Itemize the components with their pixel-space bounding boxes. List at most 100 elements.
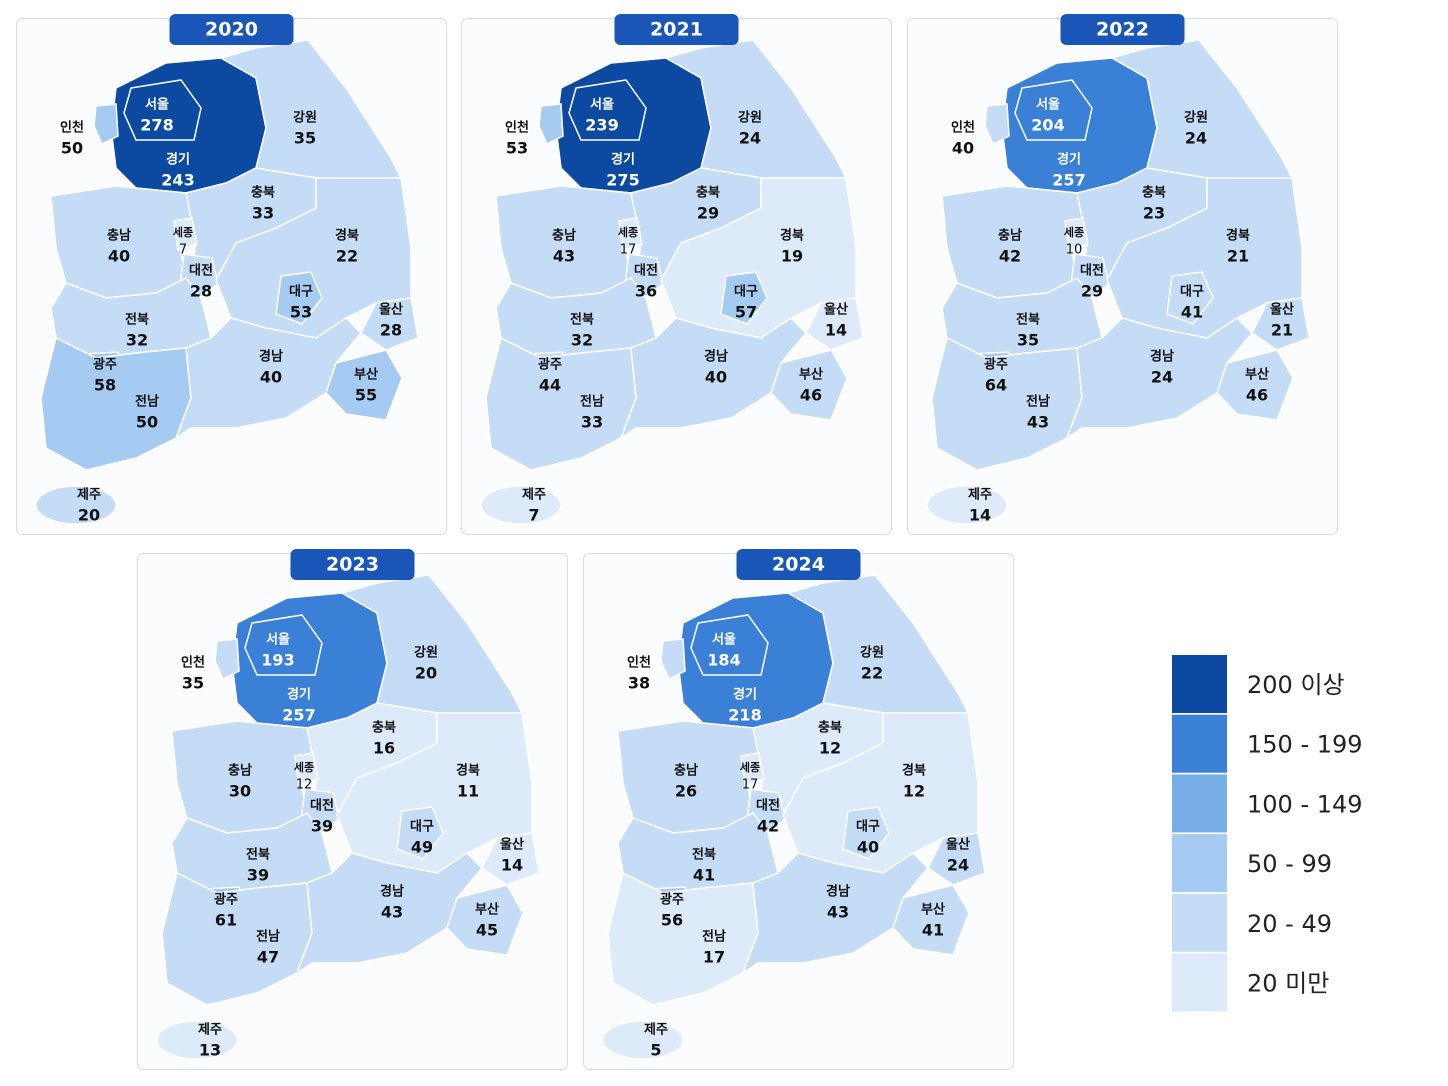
region-name: 제주 — [522, 488, 546, 503]
region-value: 41 — [693, 866, 715, 885]
region — [927, 832, 986, 886]
region-value: 33 — [252, 204, 274, 223]
map-panel: 경기 257 서울 193 인천 35 강원 20 충북 16 충남 30 세종 12 대전 39 경북 11 대구… — [137, 549, 568, 1070]
region — [805, 297, 864, 351]
year-title: 2021 — [650, 19, 703, 41]
legend: 200 이상 150 - 199 100 - 149 50 - 99 20 - 49 20… — [1172, 655, 1363, 1012]
region — [480, 485, 562, 525]
year-badge — [290, 549, 415, 580]
region-value: 46 — [1246, 386, 1268, 405]
year-title: 2022 — [1096, 19, 1149, 41]
region-value: 40 — [705, 368, 727, 387]
region — [446, 884, 524, 956]
region-value: 22 — [861, 664, 883, 683]
region-value: 26 — [675, 782, 697, 801]
region-name: 서울 — [1036, 97, 1060, 113]
region-name: 세종 — [618, 225, 638, 239]
region-value: 50 — [136, 413, 158, 432]
region-value: 49 — [411, 838, 433, 857]
region-name: 서울 — [712, 632, 736, 648]
map-panel: 경기 275 서울 239 인천 53 강원 24 충북 29 충남 43 세종 17 대전 36 경북 19 대구… — [461, 14, 892, 535]
region — [123, 79, 202, 141]
region — [660, 638, 686, 681]
region-name: 인천 — [627, 655, 651, 671]
region-name: 인천 — [181, 655, 205, 671]
region-value: 40 — [108, 247, 130, 266]
legend-swatch — [1172, 774, 1227, 833]
region-name: 대구 — [856, 820, 880, 835]
region-value: 14 — [825, 321, 847, 340]
region-name: 대전 — [756, 798, 780, 814]
region-name: 부산 — [354, 367, 378, 383]
region-name: 전남 — [1026, 394, 1050, 410]
region-name: 대구 — [734, 285, 758, 300]
region-value: 39 — [247, 866, 269, 885]
region-name: 경남 — [380, 884, 404, 900]
legend-swatch — [1172, 655, 1227, 713]
region-name: 강원 — [414, 645, 438, 661]
region-value: 53 — [290, 303, 312, 322]
region-value: 24 — [1185, 129, 1207, 148]
region-name: 광주 — [660, 893, 684, 908]
region-value: 14 — [969, 506, 991, 525]
region-name: 충남 — [228, 763, 252, 779]
region-name: 전북 — [570, 312, 594, 328]
region-name: 충남 — [674, 763, 698, 779]
region-name: 전북 — [246, 847, 270, 863]
region-name: 경남 — [1150, 349, 1174, 365]
region-value: 10 — [1066, 243, 1083, 258]
region-name: 경북 — [1226, 228, 1250, 244]
region-value: 278 — [140, 116, 173, 135]
region-name: 제주 — [644, 1023, 668, 1038]
region-value: 61 — [215, 911, 237, 930]
legend-label: 150 - 199 — [1247, 731, 1363, 759]
region — [156, 1020, 238, 1060]
region-name: 전북 — [125, 312, 149, 328]
region-name: 제주 — [968, 488, 992, 503]
region-value: 42 — [999, 247, 1021, 266]
region-value: 17 — [703, 948, 725, 967]
region-name: 광주 — [538, 358, 562, 373]
region — [1014, 79, 1093, 141]
region-name: 대구 — [410, 820, 434, 835]
map-panel: 경기 218 서울 184 인천 38 강원 22 충북 12 충남 26 세종 17 대전 42 경북 12 대구… — [583, 549, 1014, 1070]
region-name: 인천 — [951, 120, 975, 136]
region-value: 24 — [1151, 368, 1173, 387]
region-name: 대전 — [310, 798, 334, 814]
region-name: 대전 — [189, 263, 213, 279]
region-name: 대전 — [634, 263, 658, 279]
region-value: 43 — [1027, 413, 1049, 432]
region-value: 40 — [857, 838, 879, 857]
region-name: 울산 — [946, 837, 970, 853]
region-name: 부산 — [799, 367, 823, 383]
legend-label: 20 - 49 — [1247, 910, 1332, 938]
region-value: 42 — [757, 817, 779, 836]
region-value: 29 — [1081, 282, 1103, 301]
region — [1251, 297, 1310, 351]
map-panel: 경기 243 서울 278 인천 50 강원 35 충북 33 충남 40 세종 7대전 28 경북 22 대구 5… — [16, 14, 447, 535]
region-name: 경북 — [780, 228, 804, 244]
region — [294, 752, 319, 786]
region-name: 경남 — [704, 349, 728, 365]
region — [770, 349, 848, 421]
region-value: 58 — [94, 376, 116, 395]
region-name: 경남 — [826, 884, 850, 900]
region-value: 184 — [707, 651, 740, 670]
region-name: 울산 — [379, 302, 403, 318]
legend-label: 50 - 99 — [1247, 850, 1332, 878]
region-name: 충북 — [696, 185, 720, 201]
legend-label: 200 이상 — [1247, 671, 1345, 699]
region-name: 경북 — [456, 763, 480, 779]
region — [892, 884, 970, 956]
region-value: 193 — [261, 651, 294, 670]
region-value: 275 — [606, 171, 639, 190]
region-value: 218 — [728, 706, 761, 725]
region-value: 20 — [78, 506, 100, 525]
region-value: 32 — [126, 331, 148, 350]
region-name: 경남 — [259, 349, 283, 365]
region-name: 서울 — [266, 632, 290, 648]
region-name: 제주 — [198, 1023, 222, 1038]
region-name: 인천 — [60, 120, 84, 136]
region-value: 24 — [739, 129, 761, 148]
